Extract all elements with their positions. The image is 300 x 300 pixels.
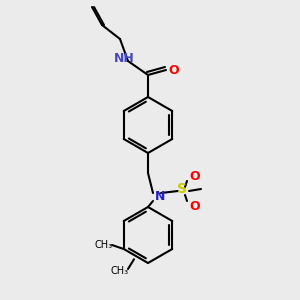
Text: CH₃: CH₃ — [111, 266, 129, 276]
Text: O: O — [168, 64, 178, 76]
Text: N: N — [155, 190, 165, 202]
Text: S: S — [177, 182, 187, 196]
Text: CH₃: CH₃ — [95, 240, 113, 250]
Text: O: O — [189, 170, 200, 184]
Text: O: O — [189, 200, 200, 214]
Text: NH: NH — [114, 52, 135, 65]
